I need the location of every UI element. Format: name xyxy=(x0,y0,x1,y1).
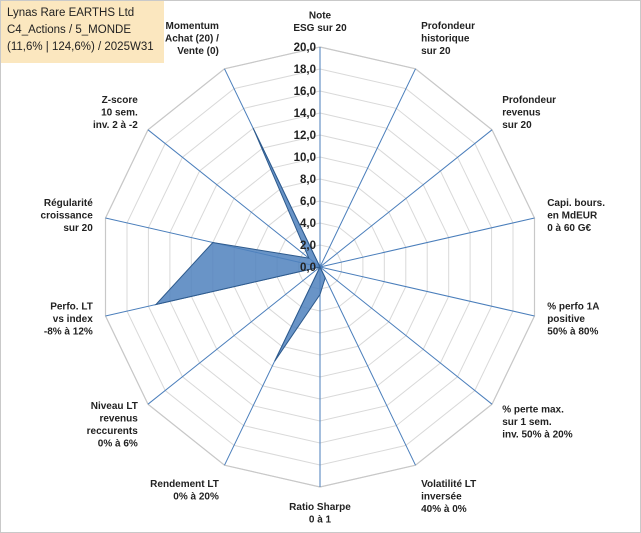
axis-label-line: Niveau LT xyxy=(91,401,138,412)
axis-label: % perfo 1A positive 50% à 80% xyxy=(547,302,599,338)
axis-label-line: 40% à 0% xyxy=(421,504,467,515)
axis-label: Momentum Achat (20) / Vente (0) xyxy=(165,21,219,57)
axis-label-line: inversée xyxy=(421,491,462,502)
axis-label-line: Volatilité LT xyxy=(421,479,476,490)
tick-label: 2,0 xyxy=(300,240,316,252)
axis-spoke xyxy=(320,130,492,267)
tick-label: 8,0 xyxy=(300,174,316,186)
axis-label-line: Profondeur xyxy=(502,95,556,106)
tick-label: 10,0 xyxy=(294,152,316,164)
tick-label: 20,0 xyxy=(294,42,316,54)
axis-label-line: inv. 50% à 20% xyxy=(502,429,573,440)
axis-label-line: Rendement LT xyxy=(150,479,219,490)
title-category: C4_Actions / 5_MONDE xyxy=(7,24,131,36)
axis-label-line: ESG sur 20 xyxy=(293,23,347,34)
axis-label-line: Ratio Sharpe xyxy=(289,502,351,513)
radar-tick-labels: 0,0 2,0 4,0 6,0 8,0 10,0 12,0 14,0 16,0 18,0 20,0 xyxy=(294,42,316,274)
axis-label-line: % perte max. xyxy=(502,404,564,415)
axis-label: % perte max. sur 1 sem. inv. 50% à 20% xyxy=(502,404,573,440)
axis-label-line: Note xyxy=(309,10,332,21)
axis-label-line: Perfo. LT xyxy=(50,302,93,313)
axis-label-line: 0 à 60 G€ xyxy=(547,223,591,234)
axis-label-line: revenus xyxy=(99,414,138,425)
axis-label-line: -8% à 12% xyxy=(44,327,93,338)
axis-label: Capi. bours. en MdEUR 0 à 60 G€ xyxy=(547,198,605,234)
tick-label: 6,0 xyxy=(300,196,316,208)
axis-label-line: sur 20 xyxy=(502,120,532,131)
axis-label: Perfo. LT vs index -8% à 12% xyxy=(44,302,93,338)
axis-label-line: inv. 2 à -2 xyxy=(93,120,138,131)
tick-label: 0,0 xyxy=(300,262,316,274)
title-stats: (11,6% | 124,6%) / 2025W31 xyxy=(7,41,154,53)
radar-chart: 0,02,04,06,08,010,012,014,016,018,020,0 … xyxy=(0,0,641,533)
axis-label-line: 0% à 20% xyxy=(173,491,219,502)
axis-label-line: 10 sem. xyxy=(101,108,138,119)
axis-label: Rendement LT 0% à 20% xyxy=(150,479,219,503)
axis-label-line: 0 à 1 xyxy=(309,515,332,526)
tick-label: 14,0 xyxy=(294,108,316,120)
axis-label-line: sur 20 xyxy=(63,223,93,234)
tick-label: 16,0 xyxy=(294,86,316,98)
axis-spoke xyxy=(320,267,492,404)
axis-label-line: Vente (0) xyxy=(177,46,219,57)
axis-label-line: en MdEUR xyxy=(547,210,598,221)
tick-label: 18,0 xyxy=(294,64,316,76)
axis-label-line: 50% à 80% xyxy=(547,327,598,338)
title-company: Lynas Rare EARTHS Ltd xyxy=(7,7,134,19)
axis-label-line: Achat (20) / xyxy=(165,33,219,44)
title-box: Lynas Rare EARTHS Ltd C4_Actions / 5_MON… xyxy=(1,1,164,63)
tick-label: 12,0 xyxy=(294,130,316,142)
axis-label-line: croissance xyxy=(41,210,94,221)
axis-label-line: Profondeur xyxy=(421,21,475,32)
axis-label-line: Régularité xyxy=(44,198,93,209)
axis-label-line: positive xyxy=(547,314,585,325)
axis-label: Régularité croissance sur 20 xyxy=(41,198,94,234)
axis-label-line: Momentum xyxy=(166,21,219,32)
axis-label: Profondeur historique sur 20 xyxy=(421,21,475,57)
axis-label-line: Z-score xyxy=(102,95,139,106)
axis-label-line: historique xyxy=(421,33,470,44)
axis-label-line: reccurents xyxy=(87,426,139,437)
axis-label: Note ESG sur 20 xyxy=(293,10,347,34)
axis-label: Profondeur revenus sur 20 xyxy=(502,95,556,131)
axis-label: Volatilité LT inversée 40% à 0% xyxy=(421,479,476,515)
axis-label: Niveau LT revenus reccurents 0% à 6% xyxy=(87,401,139,450)
axis-label-line: vs index xyxy=(53,314,93,325)
axis-label: Ratio Sharpe 0 à 1 xyxy=(289,502,351,526)
tick-label: 4,0 xyxy=(300,218,316,230)
axis-label: Z-score 10 sem. inv. 2 à -2 xyxy=(93,95,138,131)
axis-label-line: sur 1 sem. xyxy=(502,417,552,428)
axis-label-line: % perfo 1A xyxy=(547,302,599,313)
axis-label-line: sur 20 xyxy=(421,46,451,57)
axis-label-line: 0% à 6% xyxy=(98,439,138,450)
axis-label-line: Capi. bours. xyxy=(547,198,605,209)
axis-label-line: revenus xyxy=(502,108,541,119)
